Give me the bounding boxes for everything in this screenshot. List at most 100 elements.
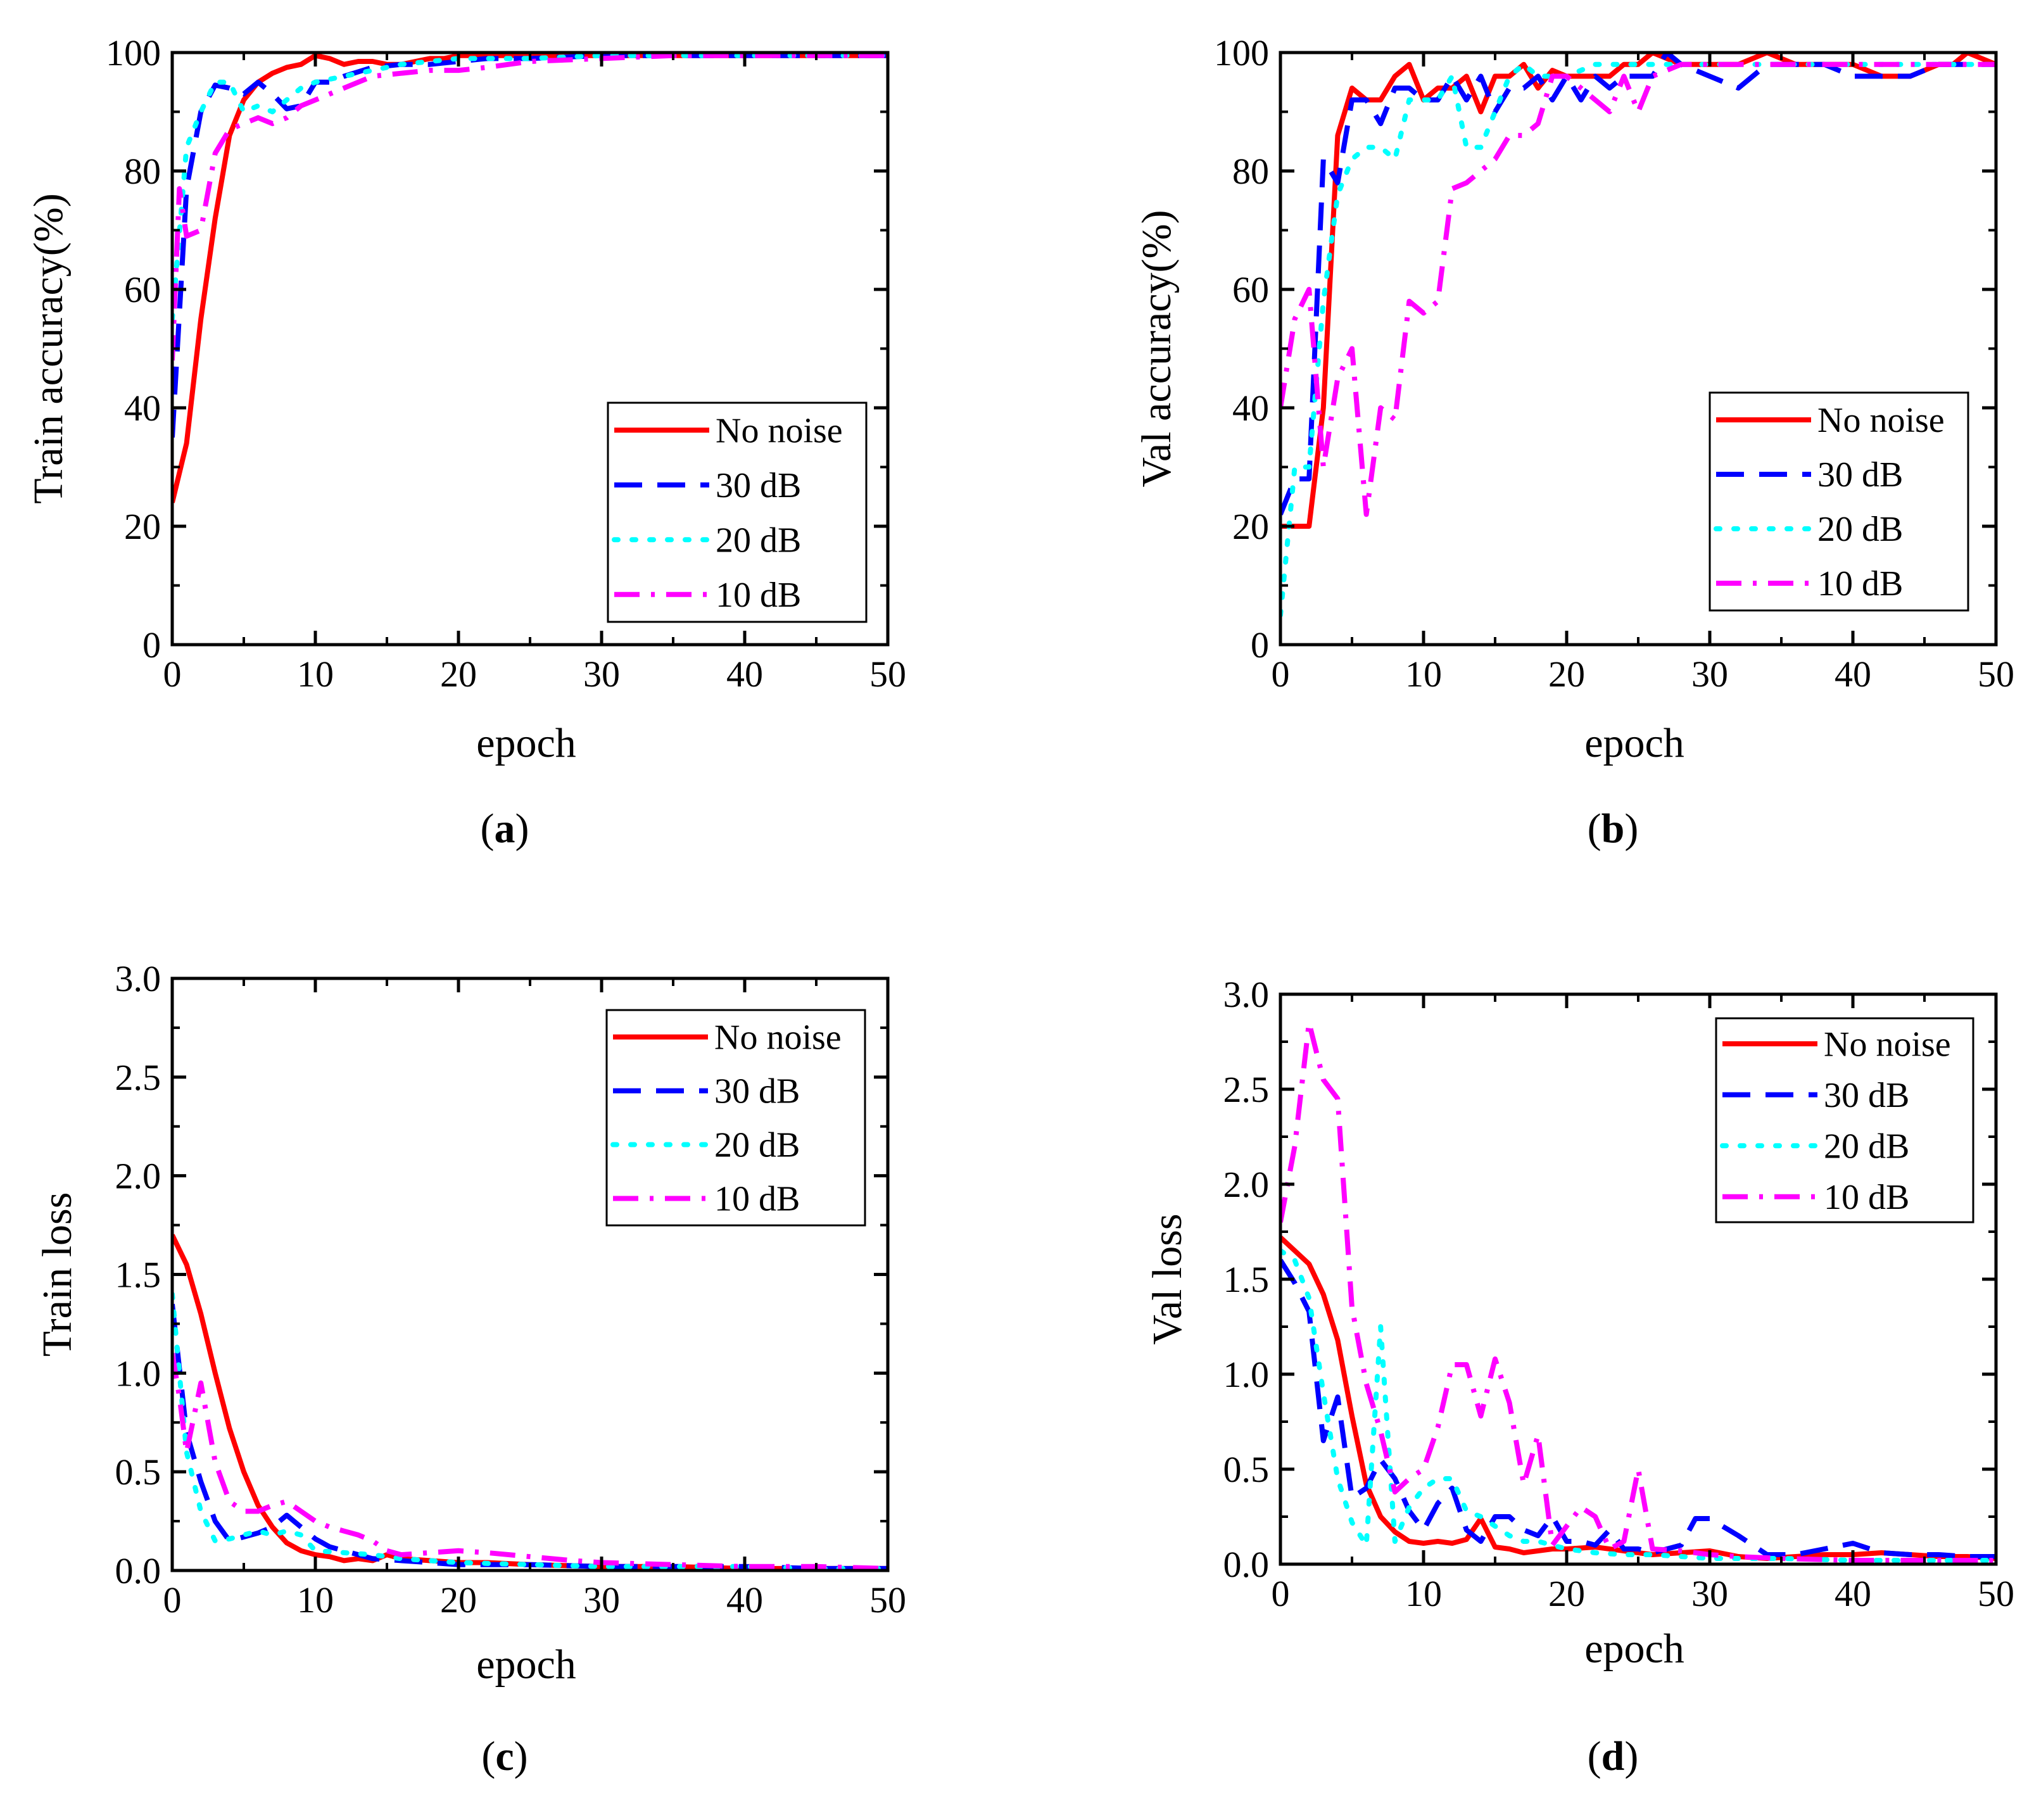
panel-letter: b — [1601, 806, 1625, 852]
y-tick-label: 0.0 — [1223, 1544, 1270, 1585]
legend-label: 20 dB — [1824, 1127, 1909, 1166]
legend-label: 30 dB — [714, 1072, 800, 1111]
x-tick-label: 20 — [1548, 654, 1585, 695]
y-axis-label: Train loss — [34, 1192, 80, 1357]
legend-box — [1709, 391, 1969, 612]
y-tick-label: 20 — [1232, 506, 1269, 547]
y-tick-label: 1.5 — [1223, 1259, 1270, 1300]
x-axis-label: epoch — [1584, 720, 1684, 766]
legend: No noise 30 dB 20 dB 10 dB — [1709, 391, 1969, 612]
x-axis-label: epoch — [1584, 1626, 1684, 1672]
y-tick-label: 3.0 — [1223, 974, 1270, 1015]
x-tick-label: 30 — [583, 1579, 620, 1621]
legend: No noise 30 dB 20 dB 10 dB — [1715, 1017, 1974, 1223]
series-line-30-db — [1280, 1258, 1996, 1559]
series-line-20-db — [172, 53, 888, 322]
series-line-no-noise — [1280, 1235, 1996, 1561]
y-tick-label: 0.0 — [115, 1550, 161, 1591]
chart-panel-c: 0 10 20 30 40 50 0.0 0.5 1.0 1.5 2.0 2.5 3.0 epoch Tra… — [34, 958, 906, 1779]
y-tick-label: 2.5 — [1223, 1069, 1270, 1110]
x-tick-label: 10 — [297, 1579, 334, 1621]
legend: No noise 30 dB 20 dB 10 dB — [605, 1009, 866, 1227]
series-line-10-db — [172, 1353, 888, 1570]
series-line-20-db — [172, 1291, 888, 1570]
legend-label: No noise — [1824, 1025, 1951, 1064]
y-tick-label: 80 — [1232, 151, 1269, 192]
x-tick-label: 30 — [1691, 1573, 1728, 1614]
panel-label: (d) — [1588, 1733, 1639, 1779]
y-tick-label: 1.5 — [115, 1254, 161, 1296]
legend-label: 10 dB — [1824, 1178, 1909, 1217]
series-line-30-db — [1280, 53, 1996, 515]
y-tick-label: 1.0 — [115, 1353, 161, 1394]
legend: No noise 30 dB 20 dB 10 dB — [607, 401, 868, 623]
legend-label: No noise — [716, 411, 843, 450]
legend-box — [1715, 1017, 1974, 1223]
y-tick-label: 20 — [124, 506, 161, 547]
x-tick-label: 0 — [163, 654, 182, 695]
y-tick-label: 80 — [124, 151, 161, 192]
y-tick-label: 0.5 — [115, 1451, 161, 1493]
panel-letter: a — [495, 806, 515, 852]
y-axis-label: Val accuracy(%) — [1134, 210, 1180, 488]
x-tick-label: 0 — [163, 1579, 182, 1621]
x-tick-label: 10 — [1405, 1573, 1442, 1614]
y-tick-label: 0.5 — [1223, 1449, 1270, 1490]
panel-letter: c — [495, 1733, 514, 1779]
legend-label: 20 dB — [714, 1126, 800, 1165]
panel-label: (c) — [481, 1733, 527, 1779]
legend-label: 30 dB — [1817, 455, 1903, 495]
y-tick-label: 100 — [1214, 32, 1269, 73]
legend-label: 30 dB — [716, 466, 801, 505]
legend-label: 10 dB — [1817, 564, 1903, 604]
y-tick-label: 2.0 — [1223, 1164, 1270, 1205]
x-tick-label: 40 — [1835, 654, 1871, 695]
y-tick-label: 0 — [142, 624, 161, 666]
x-tick-label: 50 — [1978, 1573, 2014, 1614]
y-tick-label: 0 — [1251, 624, 1269, 666]
x-tick-label: 0 — [1272, 654, 1290, 695]
legend-label: 20 dB — [1817, 510, 1903, 549]
panel-letter: d — [1601, 1733, 1625, 1779]
legend-box — [607, 401, 868, 623]
x-tick-label: 0 — [1272, 1573, 1290, 1614]
x-tick-label: 40 — [726, 1579, 763, 1621]
x-tick-label: 20 — [440, 1579, 477, 1621]
x-tick-label: 40 — [726, 654, 763, 695]
x-axis-label: epoch — [476, 1641, 576, 1688]
y-tick-label: 2.5 — [115, 1057, 161, 1098]
y-tick-label: 60 — [124, 269, 161, 310]
legend-label: 10 dB — [714, 1180, 800, 1219]
x-tick-label: 10 — [297, 654, 334, 695]
x-tick-label: 50 — [1978, 654, 2014, 695]
legend-label: 20 dB — [716, 521, 801, 560]
x-tick-label: 20 — [440, 654, 477, 695]
y-tick-label: 1.0 — [1223, 1354, 1270, 1395]
panel-label: (a) — [481, 806, 529, 852]
series-line-10-db — [1280, 61, 1996, 517]
y-tick-label: 2.0 — [115, 1156, 161, 1197]
legend-label: No noise — [714, 1018, 842, 1058]
chart-panel-d: 0 10 20 30 40 50 0.0 0.5 1.0 1.5 2.0 2.5 3.0 epoch Val… — [1144, 974, 2014, 1779]
y-tick-label: 100 — [106, 32, 161, 73]
y-axis-label: Val loss — [1144, 1213, 1191, 1344]
legend-label: 30 dB — [1824, 1076, 1909, 1115]
y-tick-label: 60 — [1232, 269, 1269, 310]
x-tick-label: 10 — [1405, 654, 1442, 695]
legend-label: 10 dB — [716, 576, 801, 615]
legend-label: No noise — [1817, 401, 1945, 440]
series-line-10-db — [1280, 1020, 1996, 1563]
y-axis-label: Train accuracy(%) — [25, 193, 72, 504]
y-tick-label: 40 — [124, 388, 161, 429]
x-tick-label: 30 — [1691, 654, 1728, 695]
y-tick-label: 3.0 — [115, 958, 161, 999]
x-tick-label: 30 — [583, 654, 620, 695]
series-line-20-db — [1280, 1248, 1996, 1563]
x-tick-label: 50 — [869, 654, 906, 695]
legend-box — [605, 1009, 866, 1227]
chart-panel-b: 0 10 20 30 40 50 0 20 40 60 80 100 epoch Val accuracy… — [1134, 32, 2014, 852]
series-line-10-db — [172, 53, 888, 361]
x-tick-label: 40 — [1835, 1573, 1871, 1614]
x-tick-label: 20 — [1548, 1573, 1585, 1614]
